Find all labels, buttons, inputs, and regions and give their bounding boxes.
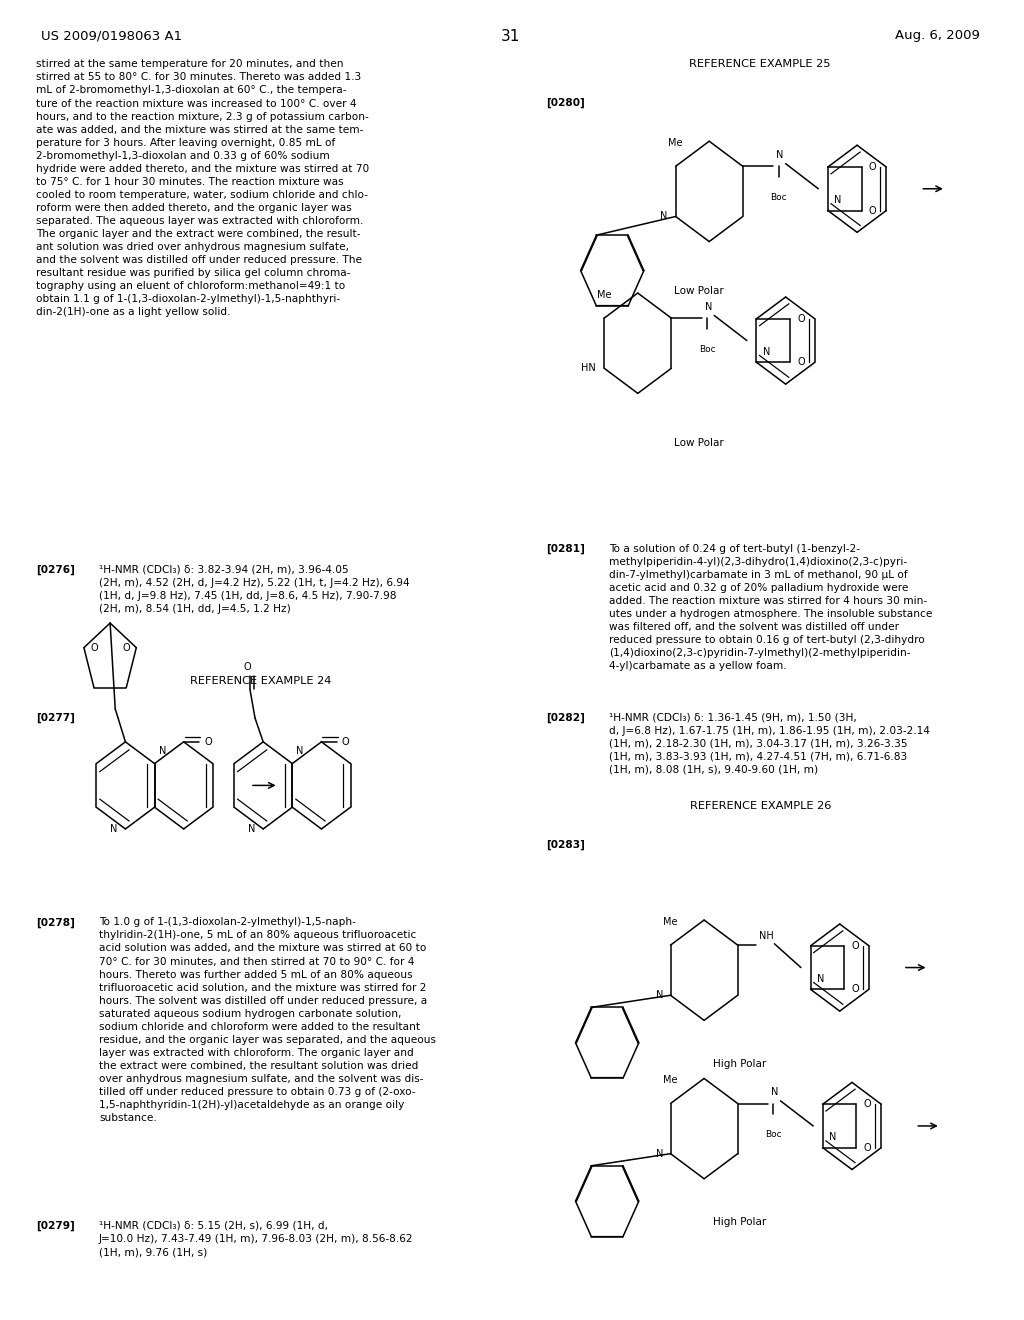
Text: REFERENCE EXAMPLE 24: REFERENCE EXAMPLE 24	[189, 676, 331, 686]
Text: O: O	[851, 941, 859, 950]
Text: O: O	[868, 162, 877, 172]
Text: O: O	[798, 314, 805, 323]
Text: O: O	[243, 661, 251, 672]
Text: N: N	[159, 746, 166, 755]
Text: N: N	[656, 990, 664, 1001]
Text: [0278]: [0278]	[36, 917, 75, 928]
Text: N: N	[817, 974, 824, 985]
Text: O: O	[868, 206, 877, 215]
Text: ¹H-NMR (CDCl₃) δ: 3.82-3.94 (2H, m), 3.96-4.05
(2H, m), 4.52 (2H, d, J=4.2 Hz), : ¹H-NMR (CDCl₃) δ: 3.82-3.94 (2H, m), 3.9…	[99, 565, 410, 614]
Text: US 2009/0198063 A1: US 2009/0198063 A1	[41, 29, 182, 42]
Text: O: O	[798, 358, 805, 367]
Text: O: O	[204, 737, 212, 747]
Text: N: N	[706, 301, 713, 312]
Text: REFERENCE EXAMPLE 25: REFERENCE EXAMPLE 25	[689, 59, 831, 70]
Text: [0282]: [0282]	[546, 713, 585, 723]
Text: Boc: Boc	[698, 345, 716, 354]
Text: To a solution of 0.24 g of tert-butyl (1-benzyl-2-
methylpiperidin-4-yl)(2,3-dih: To a solution of 0.24 g of tert-butyl (1…	[609, 544, 933, 671]
Text: Me: Me	[669, 137, 683, 148]
Text: Low Polar: Low Polar	[674, 286, 724, 297]
Text: High Polar: High Polar	[713, 1059, 766, 1069]
Text: [0283]: [0283]	[546, 840, 585, 850]
Text: N: N	[829, 1133, 837, 1143]
Text: Boc: Boc	[765, 1130, 781, 1139]
Text: HN: HN	[582, 363, 596, 374]
Text: N: N	[656, 1148, 664, 1159]
Text: Me: Me	[664, 916, 678, 927]
Text: stirred at the same temperature for 20 minutes, and then
stirred at 55 to 80° C.: stirred at the same temperature for 20 m…	[36, 59, 369, 317]
Text: Aug. 6, 2009: Aug. 6, 2009	[895, 29, 980, 42]
Text: Boc: Boc	[770, 193, 786, 202]
Text: To 1.0 g of 1-(1,3-dioxolan-2-ylmethyl)-1,5-naph-
thylridin-2(1H)-one, 5 mL of a: To 1.0 g of 1-(1,3-dioxolan-2-ylmethyl)-…	[99, 917, 436, 1123]
Text: O: O	[342, 737, 349, 747]
Text: Me: Me	[664, 1074, 678, 1085]
Text: O: O	[851, 985, 859, 994]
Text: O: O	[863, 1143, 871, 1152]
Text: O: O	[90, 643, 97, 652]
Text: High Polar: High Polar	[713, 1217, 766, 1228]
Text: ¹H-NMR (CDCl₃) δ: 1.36-1.45 (9H, m), 1.50 (3H,
d, J=6.8 Hz), 1.67-1.75 (1H, m), : ¹H-NMR (CDCl₃) δ: 1.36-1.45 (9H, m), 1.5…	[609, 713, 930, 775]
Text: O: O	[123, 643, 130, 652]
Text: O: O	[863, 1100, 871, 1109]
Text: [0276]: [0276]	[36, 565, 75, 576]
Text: NH: NH	[759, 931, 774, 941]
Text: N: N	[776, 149, 783, 160]
Text: [0280]: [0280]	[546, 98, 585, 108]
Text: N: N	[110, 824, 118, 834]
Text: [0281]: [0281]	[546, 544, 585, 554]
Text: N: N	[771, 1086, 778, 1097]
Text: N: N	[660, 211, 668, 222]
Text: N: N	[296, 746, 304, 755]
Text: ¹H-NMR (CDCl₃) δ: 5.15 (2H, s), 6.99 (1H, d,
J=10.0 Hz), 7.43-7.49 (1H, m), 7.96: ¹H-NMR (CDCl₃) δ: 5.15 (2H, s), 6.99 (1H…	[99, 1221, 414, 1257]
Text: N: N	[763, 347, 770, 356]
Text: N: N	[834, 195, 842, 205]
Text: 31: 31	[501, 29, 520, 44]
Text: [0277]: [0277]	[36, 713, 75, 723]
Text: Me: Me	[597, 289, 611, 300]
Text: [0279]: [0279]	[36, 1221, 75, 1232]
Text: Low Polar: Low Polar	[674, 438, 724, 449]
Text: N: N	[248, 824, 255, 834]
Text: REFERENCE EXAMPLE 26: REFERENCE EXAMPLE 26	[689, 801, 830, 812]
